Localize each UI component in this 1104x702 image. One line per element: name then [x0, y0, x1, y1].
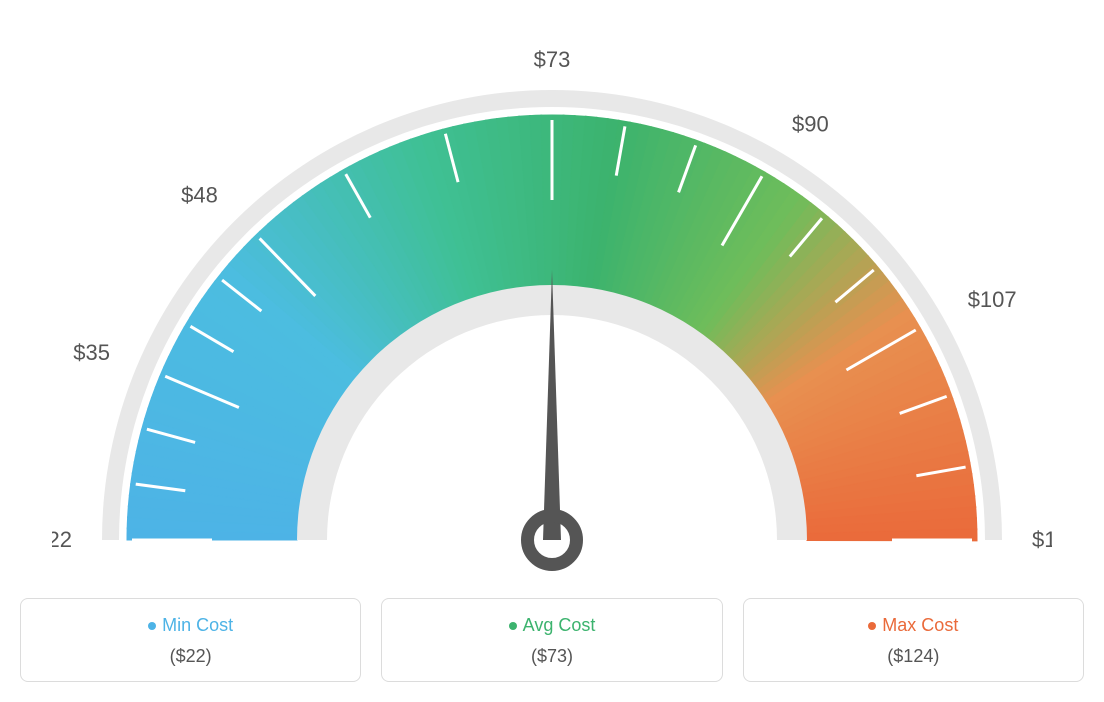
legend-max-title: Max Cost [754, 615, 1073, 636]
legend-min-dot [148, 622, 156, 630]
gauge-tick-label: $35 [73, 340, 110, 365]
gauge-svg: $22 $35 $48 $73 $90 $107 $124 [52, 20, 1052, 580]
legend-row: Min Cost ($22) Avg Cost ($73) Max Cost (… [20, 598, 1084, 682]
legend-max-value: ($124) [754, 646, 1073, 667]
legend-min-value: ($22) [31, 646, 350, 667]
legend-avg-title: Avg Cost [392, 615, 711, 636]
legend-avg-label: Avg Cost [523, 615, 596, 635]
legend-min-box: Min Cost ($22) [20, 598, 361, 682]
gauge-tick-label: $48 [181, 182, 218, 207]
legend-min-label: Min Cost [162, 615, 233, 635]
gauge-tick-label: $22 [52, 527, 72, 552]
legend-avg-box: Avg Cost ($73) [381, 598, 722, 682]
legend-min-title: Min Cost [31, 615, 350, 636]
legend-avg-dot [509, 622, 517, 630]
cost-gauge-chart: $22 $35 $48 $73 $90 $107 $124 Min Cost ($22) A… [20, 20, 1084, 682]
legend-avg-value: ($73) [392, 646, 711, 667]
gauge-tick-label: $124 [1032, 527, 1052, 552]
legend-max-label: Max Cost [882, 615, 958, 635]
gauge-tick-label: $73 [534, 47, 571, 72]
legend-max-box: Max Cost ($124) [743, 598, 1084, 682]
gauge-tick-label: $90 [792, 111, 829, 136]
legend-max-dot [868, 622, 876, 630]
gauge-tick-label: $107 [968, 287, 1017, 312]
gauge-svg-wrap: $22 $35 $48 $73 $90 $107 $124 [20, 20, 1084, 580]
